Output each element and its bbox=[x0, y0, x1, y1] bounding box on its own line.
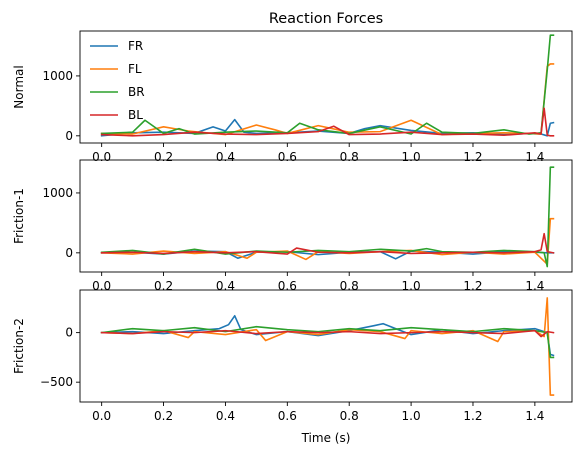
y-axis-title: Friction-1 bbox=[12, 188, 26, 244]
series-line-br bbox=[100, 34, 555, 135]
panel-normal: 0.0 0.2 0.4 0.6 0.8 1.0 1.2 1.4 0 1000 Normal React… bbox=[12, 11, 573, 164]
x-tick-label: 0.4 bbox=[216, 150, 235, 164]
panel-friction-1: 0.0 0.2 0.4 0.6 0.8 1.0 1.2 1.4 0 1000 Friction-1 bbox=[12, 159, 573, 293]
y-tick-label: 1000 bbox=[42, 186, 73, 200]
plot-frame bbox=[79, 159, 573, 273]
x-tick-label: 0.4 bbox=[216, 409, 235, 423]
x-tick-label: 1.2 bbox=[463, 409, 482, 423]
x-tick-label: 1.4 bbox=[525, 409, 544, 423]
series-line-bl bbox=[100, 329, 555, 338]
series-line-fl bbox=[100, 297, 555, 396]
x-axis-title: Time (s) bbox=[301, 431, 351, 445]
y-axis-title: Normal bbox=[12, 65, 26, 108]
x-tick-label: 1.4 bbox=[525, 150, 544, 164]
plot-frame bbox=[79, 289, 573, 403]
x-tick-label: 0.2 bbox=[154, 409, 173, 423]
series-line-fl bbox=[100, 217, 555, 266]
x-tick-label: 1.0 bbox=[402, 150, 421, 164]
y-tick-label: 1000 bbox=[42, 69, 73, 83]
x-tick-label: 0.2 bbox=[154, 150, 173, 164]
legend-label-br: BR bbox=[128, 85, 145, 99]
x-tick-label: 0.0 bbox=[92, 279, 111, 293]
x-tick-label: 0.6 bbox=[278, 150, 297, 164]
legend-label-bl: BL bbox=[128, 108, 143, 122]
legend-label-fl: FL bbox=[128, 62, 142, 76]
x-tick-label: 0.8 bbox=[340, 409, 359, 423]
series-line-bl bbox=[100, 232, 555, 255]
x-tick-label: 0.2 bbox=[154, 279, 173, 293]
x-tick-label: 0.0 bbox=[92, 409, 111, 423]
y-tick-label: −500 bbox=[40, 375, 73, 389]
x-tick-label: 0.8 bbox=[340, 279, 359, 293]
x-tick-label: 1.2 bbox=[463, 150, 482, 164]
series-line-fl bbox=[100, 63, 555, 136]
plot-frame bbox=[79, 30, 573, 144]
y-axis-title: Friction-2 bbox=[12, 318, 26, 374]
x-tick-label: 0.6 bbox=[278, 409, 297, 423]
x-tick-label: 0.0 bbox=[92, 150, 111, 164]
legend: FR FL BR BL bbox=[90, 39, 145, 122]
series-line-br bbox=[100, 166, 555, 268]
x-tick-label: 1.4 bbox=[525, 279, 544, 293]
x-tick-label: 0.8 bbox=[340, 150, 359, 164]
series-line-bl bbox=[100, 107, 555, 137]
x-tick-label: 1.2 bbox=[463, 279, 482, 293]
series-line-br bbox=[100, 325, 555, 359]
chart-title: Reaction Forces bbox=[269, 11, 383, 27]
panel-friction-2: 0.0 0.2 0.4 0.6 0.8 1.0 1.2 1.4 −500 0 Friction-2 T… bbox=[12, 289, 573, 445]
y-tick-label: 0 bbox=[65, 326, 73, 340]
x-tick-label: 1.0 bbox=[402, 409, 421, 423]
legend-label-fr: FR bbox=[128, 39, 143, 53]
y-tick-label: 0 bbox=[65, 129, 73, 143]
x-tick-label: 1.0 bbox=[402, 279, 421, 293]
y-tick-label: 0 bbox=[65, 246, 73, 260]
x-tick-label: 0.4 bbox=[216, 279, 235, 293]
x-tick-label: 0.6 bbox=[278, 279, 297, 293]
